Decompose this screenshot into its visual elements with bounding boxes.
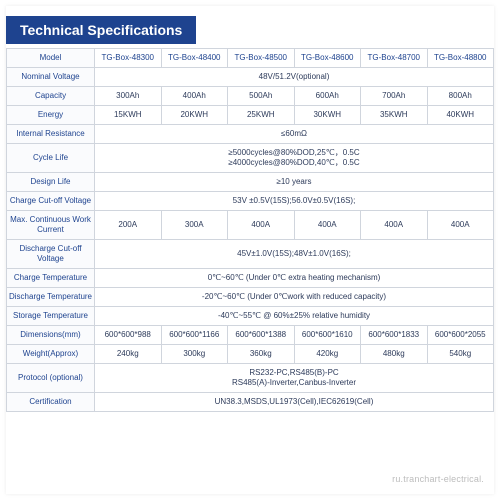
cell: 480kg xyxy=(361,345,428,364)
cell: 540kg xyxy=(427,345,494,364)
cell: 40KWH xyxy=(427,106,494,125)
table-row: Design Life≥10 years xyxy=(7,173,494,192)
watermark-text: ru.tranchart-electrical. xyxy=(392,474,484,484)
cell: 600*600*2055 xyxy=(427,326,494,345)
cell: 600*600*988 xyxy=(95,326,162,345)
row-label: Storage Temperature xyxy=(7,307,95,326)
row-value: ≤60mΩ xyxy=(95,125,494,144)
row-label: Weight(Approx) xyxy=(7,345,95,364)
cell: 400A xyxy=(228,211,295,240)
specs-table: ModelTG-Box-48300TG-Box-48400TG-Box-4850… xyxy=(6,48,494,412)
cell: 20KWH xyxy=(161,106,228,125)
table-row: Storage Temperature-40℃~55℃ @ 60%±25% re… xyxy=(7,307,494,326)
cell: TG-Box-48700 xyxy=(361,49,428,68)
row-value: UN38.3,MSDS,UL1973(Cell),IEC62619(Cell) xyxy=(95,393,494,412)
cell: 30KWH xyxy=(294,106,361,125)
cell: TG-Box-48800 xyxy=(427,49,494,68)
cell: 600*600*1166 xyxy=(161,326,228,345)
row-label: Internal Resistance xyxy=(7,125,95,144)
table-row: Max. Continuous Work Current200A300A400A… xyxy=(7,211,494,240)
table-row: Discharge Temperature-20℃~60℃ (Under 0℃w… xyxy=(7,288,494,307)
table-row: Cycle Life≥5000cycles@80%DOD,25℃，0.5C ≥4… xyxy=(7,144,494,173)
table-row: CertificationUN38.3,MSDS,UL1973(Cell),IE… xyxy=(7,393,494,412)
table-row: Dimensions(mm)600*600*988600*600*1166600… xyxy=(7,326,494,345)
row-value: -40℃~55℃ @ 60%±25% relative humidity xyxy=(95,307,494,326)
cell: 400A xyxy=(294,211,361,240)
row-value: -20℃~60℃ (Under 0℃work with reduced capa… xyxy=(95,288,494,307)
spec-sheet: Technical Specifications ModelTG-Box-483… xyxy=(6,6,494,494)
cell: 700Ah xyxy=(361,87,428,106)
cell: 600*600*1833 xyxy=(361,326,428,345)
row-value: ≥10 years xyxy=(95,173,494,192)
row-label: Design Life xyxy=(7,173,95,192)
cell: 300Ah xyxy=(95,87,162,106)
cell: 600*600*1610 xyxy=(294,326,361,345)
row-value: ≥5000cycles@80%DOD,25℃，0.5C ≥4000cycles@… xyxy=(95,144,494,173)
row-value: 53V ±0.5V(15S);56.0V±0.5V(16S); xyxy=(95,192,494,211)
table-row: Charge Temperature0℃~60℃ (Under 0℃ extra… xyxy=(7,269,494,288)
row-label: Dimensions(mm) xyxy=(7,326,95,345)
table-row: Discharge Cut-off Voltage45V±1.0V(15S);4… xyxy=(7,240,494,269)
cell: TG-Box-48400 xyxy=(161,49,228,68)
cell: 25KWH xyxy=(228,106,295,125)
table-row: Protocol (optional)RS232-PC,RS485(B)-PC … xyxy=(7,364,494,393)
table-row: Energy15KWH20KWH25KWH30KWH35KWH40KWH xyxy=(7,106,494,125)
row-label: Model xyxy=(7,49,95,68)
row-label: Charge Temperature xyxy=(7,269,95,288)
cell: 400A xyxy=(427,211,494,240)
row-label: Certification xyxy=(7,393,95,412)
cell: 420kg xyxy=(294,345,361,364)
row-label: Capacity xyxy=(7,87,95,106)
cell: 300kg xyxy=(161,345,228,364)
cell: 15KWH xyxy=(95,106,162,125)
row-label: Charge Cut-off Voltage xyxy=(7,192,95,211)
cell: 500Ah xyxy=(228,87,295,106)
row-label: Max. Continuous Work Current xyxy=(7,211,95,240)
section-title: Technical Specifications xyxy=(6,16,196,44)
cell: 240kg xyxy=(95,345,162,364)
row-label: Energy xyxy=(7,106,95,125)
cell: 300A xyxy=(161,211,228,240)
row-label: Cycle Life xyxy=(7,144,95,173)
table-row: Nominal Voltage48V/51.2V(optional) xyxy=(7,68,494,87)
cell: TG-Box-48300 xyxy=(95,49,162,68)
cell: 200A xyxy=(95,211,162,240)
row-label: Nominal Voltage xyxy=(7,68,95,87)
row-label: Discharge Temperature xyxy=(7,288,95,307)
cell: 400Ah xyxy=(161,87,228,106)
cell: 360kg xyxy=(228,345,295,364)
row-value: 0℃~60℃ (Under 0℃ extra heating mechanism… xyxy=(95,269,494,288)
table-row: Internal Resistance≤60mΩ xyxy=(7,125,494,144)
table-row: ModelTG-Box-48300TG-Box-48400TG-Box-4850… xyxy=(7,49,494,68)
row-value: 45V±1.0V(15S);48V±1.0V(16S); xyxy=(95,240,494,269)
table-row: Charge Cut-off Voltage53V ±0.5V(15S);56.… xyxy=(7,192,494,211)
cell: 400A xyxy=(361,211,428,240)
table-row: Capacity300Ah400Ah500Ah600Ah700Ah800Ah xyxy=(7,87,494,106)
cell: 600*600*1388 xyxy=(228,326,295,345)
cell: 600Ah xyxy=(294,87,361,106)
row-value: RS232-PC,RS485(B)-PC RS485(A)-Inverter,C… xyxy=(95,364,494,393)
cell: 800Ah xyxy=(427,87,494,106)
cell: 35KWH xyxy=(361,106,428,125)
cell: TG-Box-48500 xyxy=(228,49,295,68)
row-value: 48V/51.2V(optional) xyxy=(95,68,494,87)
row-label: Discharge Cut-off Voltage xyxy=(7,240,95,269)
cell: TG-Box-48600 xyxy=(294,49,361,68)
row-label: Protocol (optional) xyxy=(7,364,95,393)
table-row: Weight(Approx)240kg300kg360kg420kg480kg5… xyxy=(7,345,494,364)
